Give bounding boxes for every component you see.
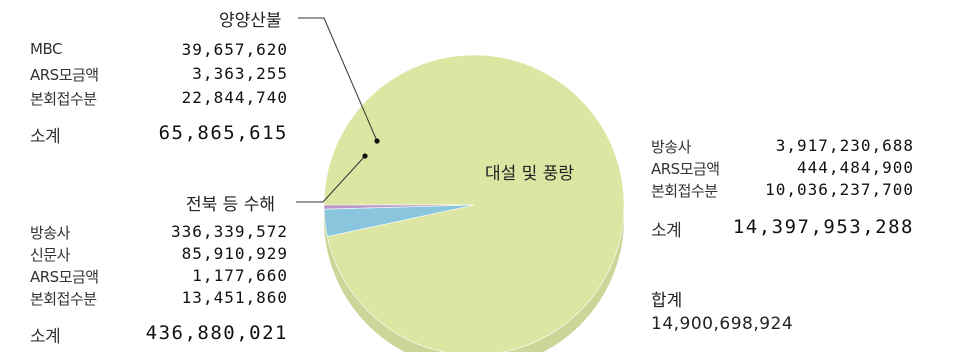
breakdown-row: 본회접수분 13,451,860 — [30, 288, 288, 310]
pie-slice-0 — [323, 54, 625, 352]
breakdown-row: ARS모금액 1,177,660 — [30, 266, 288, 288]
subtotal-row: 소계 14,397,953,288 — [651, 216, 914, 242]
pie-slice-2 — [323, 204, 475, 210]
row-value: 3,917,230,688 — [775, 136, 914, 155]
breakdown-row: MBC 39,657,620 — [30, 40, 288, 62]
callout-daeseol-label: 대설 및 풍랑 — [485, 164, 575, 184]
leader-dot-jeonbuk — [362, 153, 368, 159]
row-label: ARS모금액 — [30, 268, 99, 286]
yangyang-breakdown: MBC 39,657,620 ARS모금액 3,363,255 본회접수분 22… — [30, 40, 288, 150]
subtotal-label: 소계 — [651, 221, 682, 241]
leader-line-yangyang — [298, 17, 378, 142]
leader-dot-yangyang — [374, 138, 380, 144]
breakdown-row: 방송사 3,917,230,688 — [651, 136, 914, 158]
row-label: 본회접수분 — [651, 182, 718, 200]
row-label: ARS모금액 — [30, 66, 99, 84]
breakdown-row: 방송사 336,339,572 — [30, 222, 288, 244]
row-label: 방송사 — [30, 224, 70, 242]
daeseol-breakdown: 방송사 3,917,230,688 ARS모금액 444,484,900 본회접… — [651, 136, 914, 246]
breakdown-row: 신문사 85,910,929 — [30, 244, 288, 266]
subtotal-row: 소계 436,880,021 — [30, 322, 288, 348]
pie-slices — [323, 54, 625, 352]
breakdown-row: 본회접수분 22,844,740 — [30, 88, 288, 110]
breakdown-row: 본회접수분 10,036,237,700 — [651, 180, 914, 202]
jeonbuk-breakdown: 방송사 336,339,572 신문사 85,910,929 ARS모금액 1,… — [30, 222, 288, 350]
subtotal-value: 14,397,953,288 — [732, 216, 914, 238]
row-label: 본회접수분 — [30, 290, 97, 308]
subtotal-value: 436,880,021 — [145, 322, 288, 344]
subtotal-row: 소계 65,865,615 — [30, 122, 288, 148]
row-value: 10,036,237,700 — [765, 180, 914, 199]
row-value: 85,910,929 — [181, 244, 288, 263]
row-label: MBC — [30, 40, 62, 58]
breakdown-row: ARS모금액 444,484,900 — [651, 158, 914, 180]
row-value: 39,657,620 — [181, 40, 288, 59]
row-value: 1,177,660 — [192, 266, 288, 285]
row-value: 13,451,860 — [181, 288, 288, 307]
total-value: 14,900,698,924 — [651, 314, 794, 334]
leader-line-jeonbuk — [296, 155, 366, 203]
callout-yangyang-label: 양양산불 — [219, 11, 282, 31]
row-label: ARS모금액 — [651, 160, 720, 178]
subtotal-label: 소계 — [30, 327, 61, 347]
callout-jeonbuk-label: 전북 등 수해 — [186, 195, 276, 215]
row-value: 22,844,740 — [181, 88, 288, 107]
row-label: 본회접수분 — [30, 90, 97, 108]
row-value: 3,363,255 — [192, 64, 288, 83]
subtotal-value: 65,865,615 — [158, 122, 288, 144]
subtotal-label: 소계 — [30, 127, 61, 147]
total-label: 합계 — [651, 291, 683, 311]
leader-lines — [296, 17, 380, 203]
row-label: 신문사 — [30, 246, 70, 264]
row-value: 336,339,572 — [171, 222, 288, 241]
breakdown-row: ARS모금액 3,363,255 — [30, 64, 288, 86]
row-label: 방송사 — [651, 138, 691, 156]
row-value: 444,484,900 — [797, 158, 914, 177]
